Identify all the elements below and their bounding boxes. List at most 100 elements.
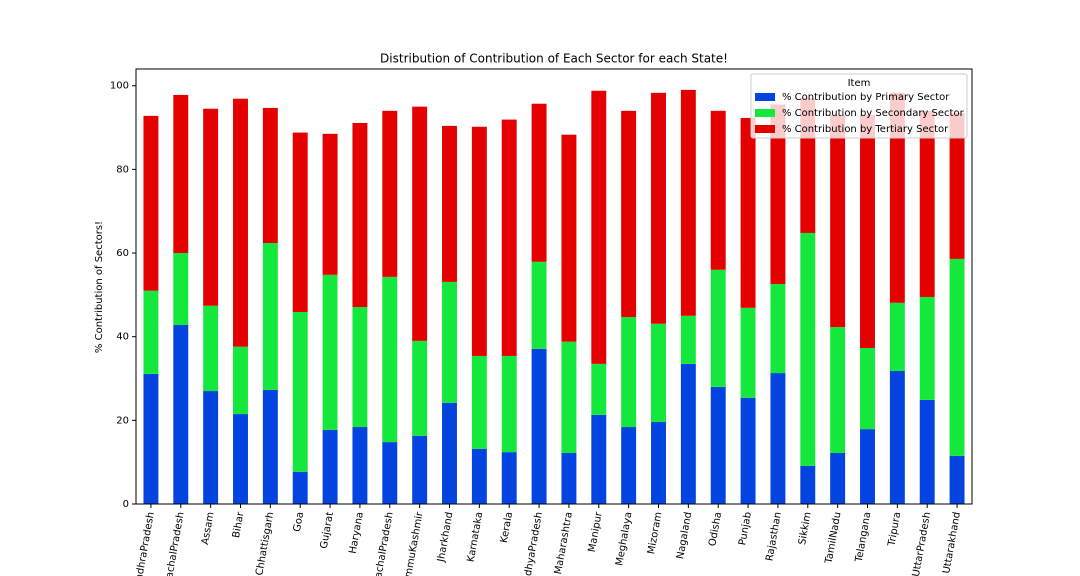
bar-segment: [531, 348, 547, 504]
bar-segment: [591, 363, 607, 415]
bar-segment: [800, 465, 816, 504]
bar-segment: [471, 448, 487, 504]
bar-segment: [740, 307, 756, 398]
legend-box: [750, 73, 968, 139]
x-tick-label: Maharashtra: [553, 511, 575, 575]
bar-segment: [621, 317, 637, 428]
bar-segment: [860, 115, 875, 348]
x-tick-label: Chhattisgarh: [254, 511, 276, 576]
bar-segment: [262, 107, 278, 243]
bar-segment: [770, 104, 786, 284]
x-tick-label: Telangana: [854, 511, 874, 564]
bar-segment: [262, 389, 278, 504]
bar-segment: [501, 355, 517, 453]
legend-label: % Contribution by Secondary Sector: [782, 108, 965, 119]
x-tick-label: Punjab: [737, 511, 754, 546]
bar-segment: [680, 315, 696, 364]
bar-segment: [322, 274, 338, 430]
bar-segment: [710, 269, 726, 387]
bar-segment: [382, 276, 398, 443]
x-tick-label: Gujarat: [319, 511, 336, 550]
bar-segment: [442, 402, 457, 504]
bar-segment: [143, 373, 159, 504]
x-tick-label: Bihar: [231, 510, 247, 539]
bar-segment: [203, 391, 219, 504]
legend-swatch: [755, 109, 775, 117]
bar-segment: [143, 290, 159, 374]
bar-segment: [173, 94, 189, 254]
x-tick-label: Kerala: [499, 511, 515, 544]
plot-frame: [135, 68, 973, 505]
bar-segment: [621, 110, 637, 318]
bar-segment: [889, 92, 905, 303]
bar-segment: [322, 133, 338, 275]
bar-segment: [233, 414, 248, 504]
y-tick-label: 80: [116, 164, 129, 175]
bar-segment: [262, 243, 278, 390]
bar-segment: [591, 90, 607, 364]
y-tick-label: 40: [116, 332, 129, 343]
bar-segment: [412, 106, 428, 341]
bar-segment: [949, 455, 965, 504]
x-tick-label: HimachalPradesh: [370, 511, 396, 576]
bar-segment: [442, 125, 457, 282]
x-tick-label: UttarPradesh: [911, 511, 933, 576]
y-tick-label: 20: [116, 415, 129, 426]
x-tick-label: ArunachalPradesh: [160, 511, 187, 576]
bar-segment: [382, 110, 398, 277]
legend-swatch: [755, 93, 775, 101]
y-tick-label: 0: [123, 499, 129, 510]
bar-segment: [949, 258, 965, 456]
legend: Item % Contribution by Primary Sector % Co…: [750, 73, 968, 139]
bar-segment: [680, 363, 696, 504]
bar-segment: [561, 452, 577, 504]
bar-segment: [173, 253, 189, 325]
bar-segment: [203, 108, 219, 306]
bar-segment: [471, 126, 487, 356]
x-tick-label: Karnataka: [466, 511, 486, 563]
bar-segment: [531, 103, 547, 262]
bar-segment: [680, 89, 696, 316]
x-tick-label: MadhyaPradesh: [520, 511, 545, 576]
bar-segment: [292, 132, 308, 313]
bar-segment: [651, 323, 666, 423]
x-tick-label: Sikkim: [797, 511, 814, 546]
x-tick-label: AndhraPradesh: [133, 511, 157, 576]
y-tick-label: 60: [116, 248, 129, 259]
x-tick-label: Jharkhand: [436, 511, 456, 564]
bar-segment: [919, 296, 935, 400]
bar-segment: [889, 370, 905, 504]
bar-segment: [173, 324, 189, 504]
bar-segment: [800, 232, 816, 466]
bar-segment: [322, 429, 338, 504]
legend-swatch: [755, 125, 775, 133]
bar-segment: [860, 429, 875, 504]
legend-label: % Contribution by Tertiary Sector: [782, 124, 949, 135]
x-tick-label: JammuKashmir: [401, 510, 425, 576]
bar-segment: [770, 283, 786, 374]
bar-segment: [561, 134, 577, 342]
bar-segment: [292, 471, 308, 504]
bar-segment: [710, 386, 726, 504]
bar-segment: [740, 117, 756, 308]
bar-segment: [412, 340, 428, 436]
bar-segment: [382, 442, 398, 504]
x-tick-label: Nagaland: [675, 511, 694, 560]
bar-segment: [710, 110, 726, 270]
bar-segment: [770, 373, 786, 504]
y-tick-label: 100: [110, 81, 129, 92]
bar-segment: [501, 119, 517, 356]
bar-segment: [143, 115, 159, 291]
bar-segment: [919, 110, 935, 297]
legend-title: Item: [848, 78, 871, 89]
bar-segment: [352, 427, 368, 504]
bar-segment: [471, 355, 487, 449]
legend-label: % Contribution by Primary Sector: [782, 92, 950, 103]
x-tick-label: Uttarakhand: [941, 511, 963, 574]
x-tick-label: Meghalaya: [614, 511, 634, 567]
x-tick-label: Rajasthan: [764, 511, 783, 562]
bar-segment: [860, 347, 875, 430]
bar-segment: [352, 122, 368, 307]
bar-segment: [919, 399, 935, 504]
x-tick-label: Tripura: [886, 511, 903, 548]
